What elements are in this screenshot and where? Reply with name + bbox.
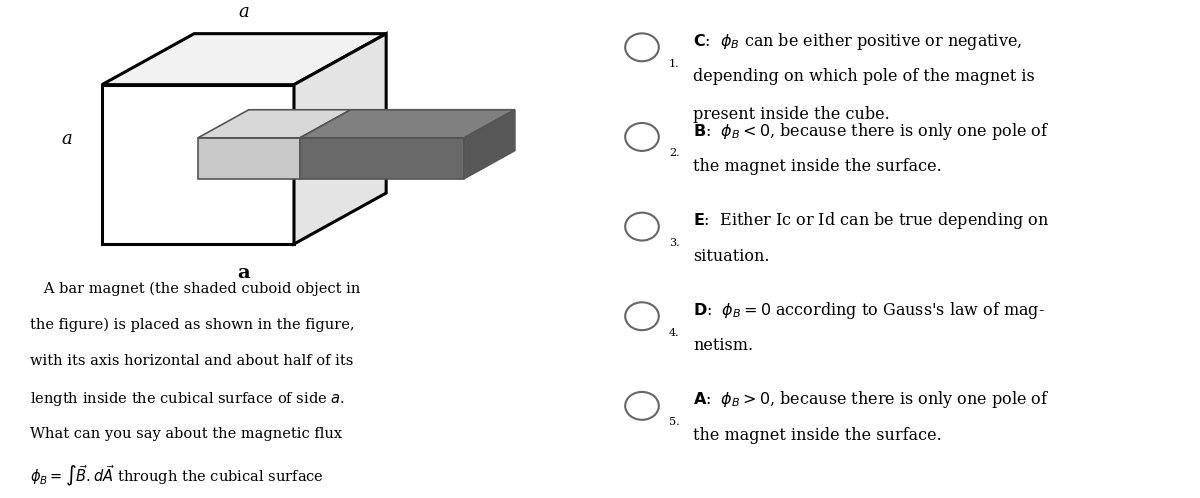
Text: depending on which pole of the magnet is: depending on which pole of the magnet is	[694, 68, 1034, 85]
Polygon shape	[198, 110, 350, 138]
Polygon shape	[464, 110, 515, 179]
Text: $\mathbf{B}$:  $\phi_B < 0$, because there is only one pole of: $\mathbf{B}$: $\phi_B < 0$, because ther…	[694, 121, 1049, 141]
Text: length inside the cubical surface of side $a$.: length inside the cubical surface of sid…	[30, 390, 344, 408]
Polygon shape	[102, 85, 294, 244]
Text: 4.: 4.	[670, 328, 679, 338]
Text: $\mathbf{A}$:  $\phi_B > 0$, because there is only one pole of: $\mathbf{A}$: $\phi_B > 0$, because ther…	[694, 389, 1050, 410]
Text: present inside the cube.: present inside the cube.	[694, 106, 889, 123]
Text: with its axis horizontal and about half of its: with its axis horizontal and about half …	[30, 354, 353, 368]
Polygon shape	[102, 34, 386, 85]
Text: 5.: 5.	[670, 417, 679, 427]
Text: 1.: 1.	[670, 59, 679, 69]
Text: the magnet inside the surface.: the magnet inside the surface.	[694, 158, 942, 175]
Text: 3.: 3.	[670, 238, 679, 248]
Text: $\phi_B = \int \vec{B}.d\vec{A}$ through the cubical surface: $\phi_B = \int \vec{B}.d\vec{A}$ through…	[30, 463, 324, 488]
Text: $\mathbf{D}$:  $\phi_B = 0$ according to Gauss's law of mag-: $\mathbf{D}$: $\phi_B = 0$ according to …	[694, 300, 1045, 321]
Text: A bar magnet (the shaded cuboid object in: A bar magnet (the shaded cuboid object i…	[30, 281, 360, 296]
Text: a: a	[239, 3, 250, 21]
Polygon shape	[198, 138, 300, 179]
Text: the figure) is placed as shown in the figure,: the figure) is placed as shown in the fi…	[30, 318, 355, 332]
Text: $\mathbf{E}$:  Either Ic or Id can be true depending on: $\mathbf{E}$: Either Ic or Id can be tru…	[694, 210, 1050, 231]
Text: a: a	[61, 130, 72, 148]
Text: netism.: netism.	[694, 337, 754, 354]
Polygon shape	[300, 138, 464, 179]
Polygon shape	[300, 110, 515, 138]
Text: 2.: 2.	[670, 148, 679, 158]
Text: situation.: situation.	[694, 248, 769, 264]
Text: What can you say about the magnetic flux: What can you say about the magnetic flux	[30, 427, 342, 441]
Text: a: a	[238, 264, 251, 282]
Polygon shape	[294, 34, 386, 244]
Text: $\mathbf{C}$:  $\phi_B$ can be either positive or negative,: $\mathbf{C}$: $\phi_B$ can be either pos…	[694, 31, 1022, 52]
Text: the magnet inside the surface.: the magnet inside the surface.	[694, 427, 942, 444]
